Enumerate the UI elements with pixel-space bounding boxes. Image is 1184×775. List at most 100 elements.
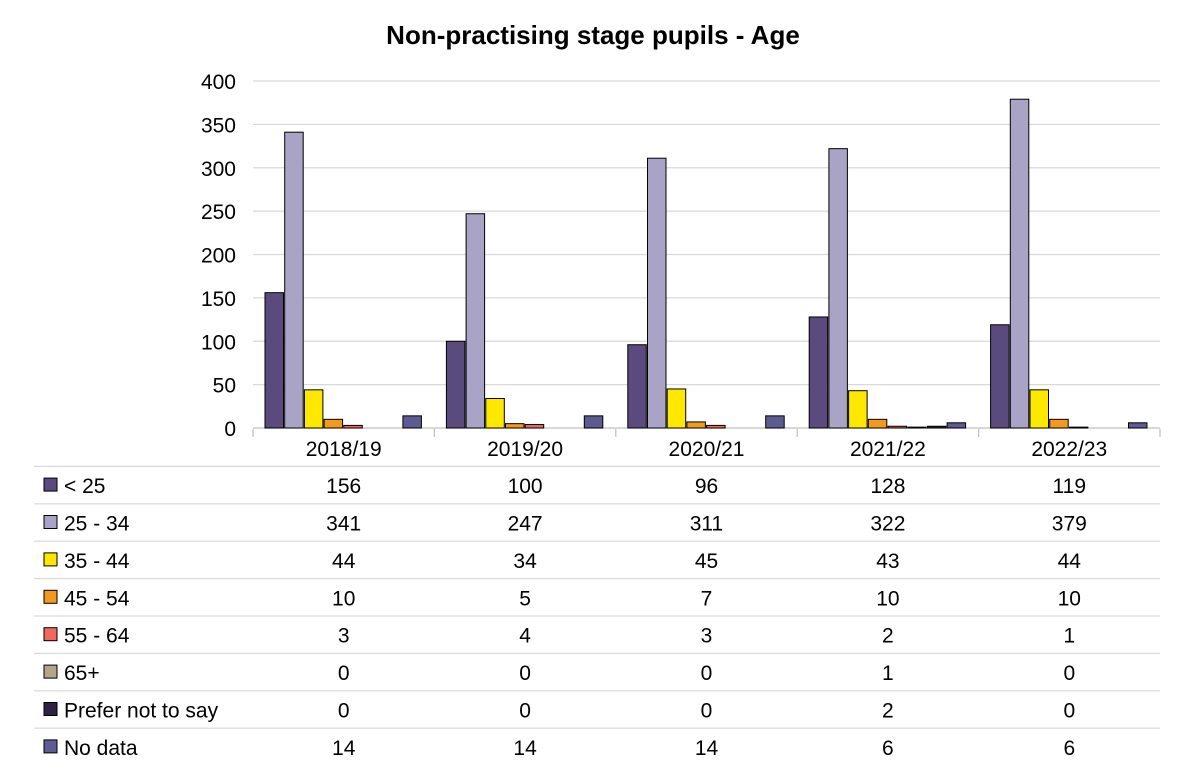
data-label-35-44-2020-21: 45 <box>695 550 718 573</box>
y-tick-label: 50 <box>213 375 236 398</box>
legend-label-65: 65+ <box>64 662 100 685</box>
data-label-prefer-not-to-say-2021-22: 2 <box>882 700 894 723</box>
x-tick-label: 2019/20 <box>487 438 563 461</box>
y-tick-label: 0 <box>224 418 236 441</box>
bar-45-54-2021-22 <box>867 418 888 429</box>
data-label-prefer-not-to-say-2020-21: 0 <box>701 700 713 723</box>
bar-45-54-2022-23 <box>1049 418 1069 429</box>
x-tick-label: 2020/21 <box>669 438 745 461</box>
bar-35-44-2021-22 <box>848 390 868 429</box>
bar-65-2021-22 <box>907 426 927 429</box>
data-label-no-data-2018-19: 14 <box>332 737 356 760</box>
data-label-55-64-2018-19: 3 <box>338 625 350 648</box>
x-tick-label: 2018/19 <box>306 438 382 461</box>
bar-55-64-2020-21 <box>706 424 726 429</box>
y-tick-label: 100 <box>201 331 236 354</box>
bar-no-data-2022-23 <box>1128 422 1148 429</box>
bar-35-44-2018-19 <box>303 389 324 429</box>
data-label-65-2021-22: 1 <box>882 662 894 685</box>
bar-no-data-2020-21 <box>765 415 785 429</box>
legend-swatch-25-34 <box>43 515 58 529</box>
legend-label-25-34: 25 - 34 <box>64 513 130 536</box>
data-label-25-34-2019-20: 247 <box>508 513 543 536</box>
bars <box>264 98 1148 429</box>
data-label-65-2018-19: 0 <box>338 662 350 685</box>
data-label-45-54-2018-19: 10 <box>332 587 355 610</box>
legend-swatch-25 <box>43 477 58 492</box>
y-tick-label: 350 <box>201 114 236 137</box>
legend-label-55-64: 55 - 64 <box>64 625 130 648</box>
data-label-45-54-2021-22: 10 <box>876 587 899 610</box>
y-tick-label: 150 <box>201 288 236 311</box>
gridlines <box>253 80 1160 429</box>
data-label-35-44-2022-23: 44 <box>1058 550 1082 573</box>
chart-title: Non-practising stage pupils - Age <box>386 20 800 50</box>
legend-swatch-45-54 <box>43 589 58 604</box>
bar-45-54-2018-19 <box>323 418 344 429</box>
legend-label-35-44: 35 - 44 <box>64 550 130 573</box>
bar-35-44-2019-20 <box>485 398 505 429</box>
data-label-25-2022-23: 119 <box>1053 475 1086 498</box>
bar-35-44-2022-23 <box>1029 389 1049 429</box>
y-tick-label: 400 <box>201 71 236 94</box>
bar-25-34-2018-19 <box>284 131 304 429</box>
bar-55-64-2019-20 <box>524 424 545 429</box>
data-label-55-64-2021-22: 2 <box>882 625 894 648</box>
legend-label-25: < 25 <box>64 475 105 498</box>
x-tick-label: 2022/23 <box>1031 438 1107 461</box>
legend-label-no-data: No data <box>64 737 138 760</box>
legend-label-prefer-not-to-say: Prefer not to say <box>64 700 219 723</box>
legend-swatch-prefer-not-to-say <box>43 702 58 716</box>
data-label-55-64-2022-23: 1 <box>1063 625 1075 648</box>
legend-swatch-65 <box>43 664 58 679</box>
data-label-no-data-2022-23: 6 <box>1063 737 1075 760</box>
data-label-35-44-2021-22: 43 <box>876 550 899 573</box>
data-table: 2018/19 2019/20 2020/21 2021/22 2022/23 < 25 1… <box>34 429 1161 760</box>
y-tick-label: 250 <box>201 201 236 224</box>
legend-swatch-35-44 <box>43 552 58 567</box>
bar-25-34-2022-23 <box>1009 98 1030 429</box>
data-label-prefer-not-to-say-2018-19: 0 <box>338 700 350 723</box>
data-label-25-2019-20: 100 <box>508 475 543 498</box>
bar-55-64-2022-23 <box>1068 426 1089 429</box>
data-label-prefer-not-to-say-2019-20: 0 <box>519 700 531 723</box>
data-label-55-64-2020-21: 3 <box>701 625 713 648</box>
data-label-no-data-2020-21: 14 <box>695 737 719 760</box>
bar-25-34-2019-20 <box>465 213 486 429</box>
bar-25-34-2021-22 <box>828 148 848 429</box>
bar-no-data-2021-22 <box>946 422 967 429</box>
bar-25-2018-19 <box>264 292 284 429</box>
data-label-55-64-2019-20: 4 <box>519 625 531 648</box>
data-label-no-data-2019-20: 14 <box>513 737 537 760</box>
bar-45-54-2020-21 <box>686 421 706 429</box>
y-axis-ticks: 0 50 100 150 200 250 300 350 400 <box>201 71 236 441</box>
data-label-25-34-2018-19: 341 <box>326 513 361 536</box>
data-label-65-2020-21: 0 <box>701 662 713 685</box>
data-label-35-44-2018-19: 44 <box>332 550 356 573</box>
data-label-25-2020-21: 96 <box>695 475 718 498</box>
bar-25-34-2020-21 <box>647 157 667 429</box>
bar-no-data-2019-20 <box>583 415 604 429</box>
data-label-no-data-2021-22: 6 <box>882 737 894 760</box>
x-tick-label: 2021/22 <box>850 438 926 461</box>
bar-25-2022-23 <box>990 324 1010 429</box>
bar-25-2021-22 <box>808 316 829 429</box>
data-label-25-34-2022-23: 379 <box>1052 513 1087 536</box>
data-label-prefer-not-to-say-2022-23: 0 <box>1063 700 1075 723</box>
bar-55-64-2018-19 <box>343 424 363 429</box>
bar-55-64-2021-22 <box>887 425 907 429</box>
y-tick-label: 300 <box>201 158 236 181</box>
y-tick-label: 200 <box>201 245 236 268</box>
bar-25-2019-20 <box>445 340 466 429</box>
data-label-35-44-2019-20: 34 <box>513 550 537 573</box>
bar-35-44-2020-21 <box>666 388 687 429</box>
data-label-25-34-2020-21: 311 <box>690 513 723 536</box>
bar-no-data-2018-19 <box>402 415 422 429</box>
data-label-25-2018-19: 156 <box>326 475 361 498</box>
data-label-65-2022-23: 0 <box>1063 662 1075 685</box>
legend-label-45-54: 45 - 54 <box>64 587 130 610</box>
data-label-65-2019-20: 0 <box>519 662 531 685</box>
legend-swatch-no-data <box>43 739 58 754</box>
data-label-45-54-2020-21: 7 <box>701 587 713 610</box>
legend-swatch-55-64 <box>43 627 58 642</box>
